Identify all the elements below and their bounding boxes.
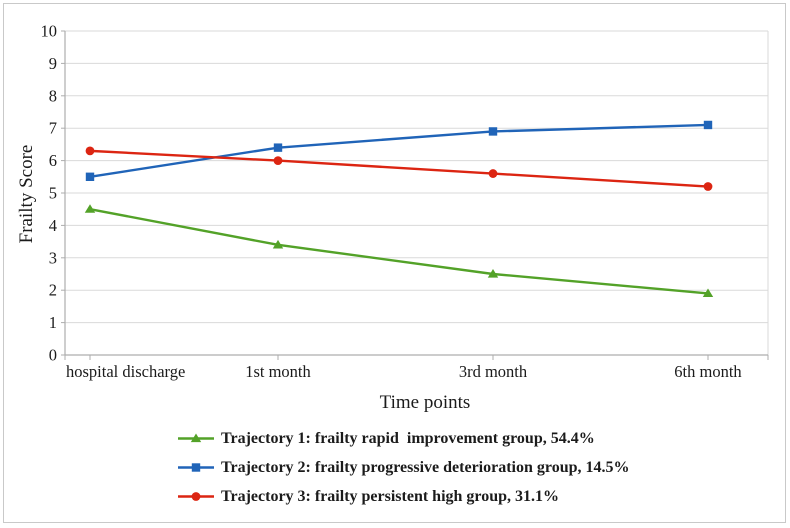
legend-swatch-trajectory-1-icon xyxy=(178,433,214,443)
y-axis-title: Frailty Score xyxy=(16,144,37,244)
legend-label-trajectory-3: Trajectory 3: frailty persistent high gr… xyxy=(221,487,560,505)
data-point-marker xyxy=(487,269,499,278)
data-point-marker xyxy=(703,120,713,130)
legend-label-trajectory-2: Trajectory 2: frailty progressive deteri… xyxy=(221,458,630,476)
data-point-marker xyxy=(703,182,713,191)
y-tick-label: 5 xyxy=(49,184,57,203)
data-point-marker xyxy=(84,204,96,213)
data-point-marker xyxy=(85,146,95,156)
data-point-marker xyxy=(85,172,95,181)
y-tick-label: 4 xyxy=(49,216,57,235)
y-tick-label: 3 xyxy=(49,248,57,267)
legend-label-trajectory-1: Trajectory 1: frailty rapid improvement … xyxy=(221,429,595,447)
y-tick-label: 1 xyxy=(49,313,57,332)
data-point-marker xyxy=(273,156,283,166)
x-axis-title: Time points xyxy=(379,392,471,413)
legend-item-trajectory-2: Trajectory 2: frailty progressive deteri… xyxy=(178,453,630,482)
data-point-marker xyxy=(272,239,284,249)
data-point-marker xyxy=(488,127,498,136)
legend-swatch-trajectory-3-icon xyxy=(178,492,214,501)
legend: Trajectory 1: frailty rapid improvement … xyxy=(178,424,630,511)
y-tick-label: 7 xyxy=(49,119,57,138)
data-point-marker xyxy=(191,463,201,472)
y-tick-label: 8 xyxy=(49,86,57,105)
series-line xyxy=(88,149,710,188)
data-point-marker xyxy=(702,288,714,298)
y-tick-label: 2 xyxy=(49,281,57,300)
data-point-marker xyxy=(488,169,498,178)
series-line xyxy=(88,207,710,295)
legend-item-trajectory-1: Trajectory 1: frailty rapid improvement … xyxy=(178,424,630,453)
data-point-marker xyxy=(190,433,202,443)
data-point-marker xyxy=(191,492,201,501)
y-tick-label: 6 xyxy=(49,151,57,170)
x-tick-label: 3rd month xyxy=(459,362,528,381)
legend-item-trajectory-3: Trajectory 3: frailty persistent high gr… xyxy=(178,482,630,511)
y-tick-label: 0 xyxy=(49,346,57,365)
y-tick-label: 9 xyxy=(49,54,57,73)
legend-swatch-trajectory-2-icon xyxy=(178,463,214,472)
series-line xyxy=(88,123,710,179)
data-point-marker xyxy=(273,143,283,152)
x-tick-label: 6th month xyxy=(674,362,742,381)
x-tick-label: hospital discharge xyxy=(66,362,185,381)
x-tick-label: 1st month xyxy=(245,362,311,381)
y-tick-label: 10 xyxy=(41,22,58,41)
